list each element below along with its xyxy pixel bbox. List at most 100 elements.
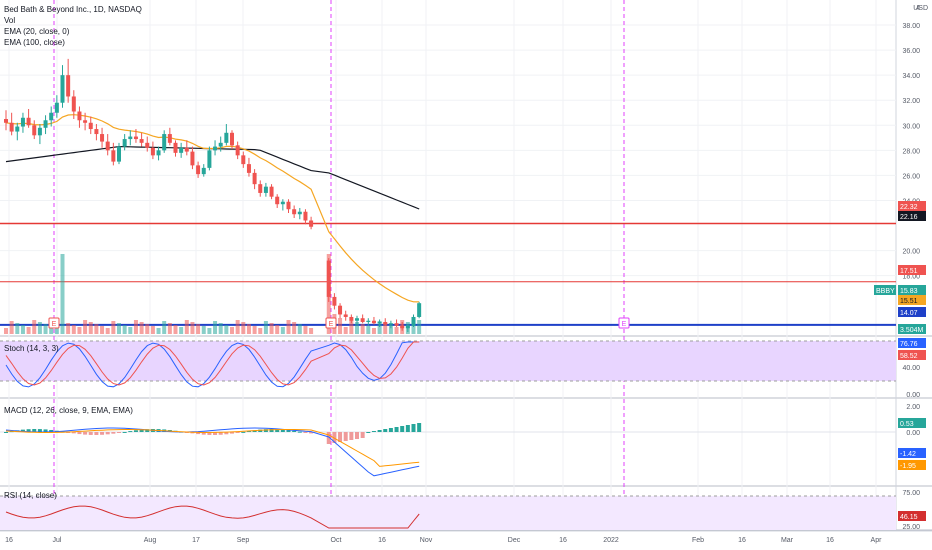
- candle[interactable]: [388, 323, 393, 325]
- volume-bar: [263, 321, 268, 334]
- candle[interactable]: [26, 117, 31, 126]
- candle[interactable]: [297, 211, 302, 215]
- candle[interactable]: [292, 209, 297, 215]
- candle[interactable]: [230, 132, 234, 146]
- candle[interactable]: [133, 136, 138, 140]
- candle[interactable]: [94, 129, 99, 135]
- candle[interactable]: [139, 139, 144, 143]
- candle[interactable]: [366, 320, 371, 322]
- candle[interactable]: [43, 120, 48, 128]
- candle[interactable]: [286, 201, 291, 210]
- earnings-marker-icon[interactable]: [618, 317, 630, 329]
- candle[interactable]: [179, 147, 184, 153]
- candle[interactable]: [263, 186, 268, 193]
- macd-histogram-bar: [94, 432, 99, 435]
- candle[interactable]: [417, 303, 422, 317]
- candle[interactable]: [100, 134, 105, 142]
- stoch-d-badge-bg: [898, 350, 926, 360]
- candle[interactable]: [122, 139, 127, 147]
- candle[interactable]: [173, 142, 178, 153]
- candle[interactable]: [88, 122, 93, 130]
- candle[interactable]: [150, 147, 155, 156]
- candle[interactable]: [411, 316, 416, 326]
- candle[interactable]: [60, 75, 65, 103]
- volume-bar: [235, 320, 240, 334]
- candle[interactable]: [83, 120, 88, 123]
- candle[interactable]: [145, 142, 150, 148]
- candle[interactable]: [343, 314, 348, 317]
- macd-legend[interactable]: MACD (12, 26, close, 9, EMA, EMA): [4, 406, 133, 415]
- earnings-marker-icon[interactable]: [48, 317, 60, 329]
- candle[interactable]: [269, 186, 274, 197]
- candle[interactable]: [394, 323, 399, 326]
- volume-bar: [286, 320, 291, 334]
- candle[interactable]: [4, 119, 8, 123]
- legend-vol[interactable]: Vol: [4, 16, 16, 25]
- candle[interactable]: [400, 325, 405, 329]
- candle[interactable]: [37, 127, 42, 136]
- candle[interactable]: [303, 211, 308, 221]
- candle[interactable]: [252, 172, 257, 185]
- candle[interactable]: [371, 320, 376, 324]
- candle[interactable]: [405, 325, 410, 329]
- candle[interactable]: [377, 321, 382, 324]
- candle[interactable]: [77, 111, 82, 121]
- candle[interactable]: [32, 125, 37, 136]
- volume-bar: [43, 324, 48, 334]
- symbol-title[interactable]: Bed Bath & Beyond Inc., 1D, NASDAQ: [4, 5, 142, 14]
- candle[interactable]: [201, 167, 206, 175]
- candle[interactable]: [167, 134, 172, 143]
- candle[interactable]: [9, 122, 14, 132]
- candle[interactable]: [117, 146, 121, 162]
- candle[interactable]: [241, 155, 246, 165]
- price-axis-tick: 20.00: [902, 249, 920, 256]
- stoch-axis-tick: 0.00: [906, 392, 920, 399]
- candle[interactable]: [235, 145, 240, 156]
- candle[interactable]: [71, 96, 76, 112]
- candle[interactable]: [326, 260, 331, 297]
- time-axis-tick: 16: [378, 537, 386, 544]
- stoch-legend[interactable]: Stoch (14, 3, 3): [4, 344, 59, 353]
- candle[interactable]: [213, 146, 218, 151]
- candle[interactable]: [355, 318, 359, 321]
- ema100-line: [5, 145, 420, 210]
- candle[interactable]: [338, 305, 343, 315]
- candle[interactable]: [190, 151, 195, 166]
- time-axis-tick: Jul: [53, 537, 62, 544]
- candle[interactable]: [66, 75, 71, 97]
- candle[interactable]: [54, 102, 59, 113]
- candle[interactable]: [224, 132, 229, 143]
- volume-bar: [275, 325, 280, 334]
- candle[interactable]: [360, 318, 365, 322]
- candle[interactable]: [309, 220, 314, 227]
- candle[interactable]: [128, 136, 133, 140]
- macd-hist-badge: 0.53: [900, 421, 914, 428]
- time-axis-tick: 16: [826, 537, 834, 544]
- candle[interactable]: [207, 150, 212, 168]
- candle[interactable]: [105, 141, 110, 151]
- candle[interactable]: [246, 164, 251, 173]
- candle[interactable]: [383, 321, 388, 325]
- candle[interactable]: [111, 150, 116, 162]
- candle[interactable]: [258, 184, 263, 193]
- candle[interactable]: [184, 147, 189, 152]
- rsi-legend[interactable]: RSI (14, close): [4, 491, 57, 500]
- candle[interactable]: [196, 165, 201, 175]
- candle[interactable]: [162, 134, 167, 151]
- candle[interactable]: [20, 117, 25, 127]
- earnings-marker-icon[interactable]: [325, 317, 337, 329]
- candle[interactable]: [349, 316, 354, 321]
- candle[interactable]: [49, 112, 54, 121]
- candle[interactable]: [280, 201, 285, 205]
- candle[interactable]: [15, 126, 20, 132]
- legend-ema20[interactable]: EMA (20, close, 0): [4, 27, 70, 36]
- legend-ema100[interactable]: EMA (100, close): [4, 38, 65, 47]
- macd-histogram-bar: [263, 429, 268, 432]
- candle[interactable]: [156, 150, 161, 156]
- candle[interactable]: [218, 142, 223, 147]
- price-axis-top-tick: 4: [916, 5, 920, 12]
- candle[interactable]: [332, 296, 337, 306]
- candle[interactable]: [275, 196, 280, 205]
- macd-line-badge-bg: [898, 448, 926, 458]
